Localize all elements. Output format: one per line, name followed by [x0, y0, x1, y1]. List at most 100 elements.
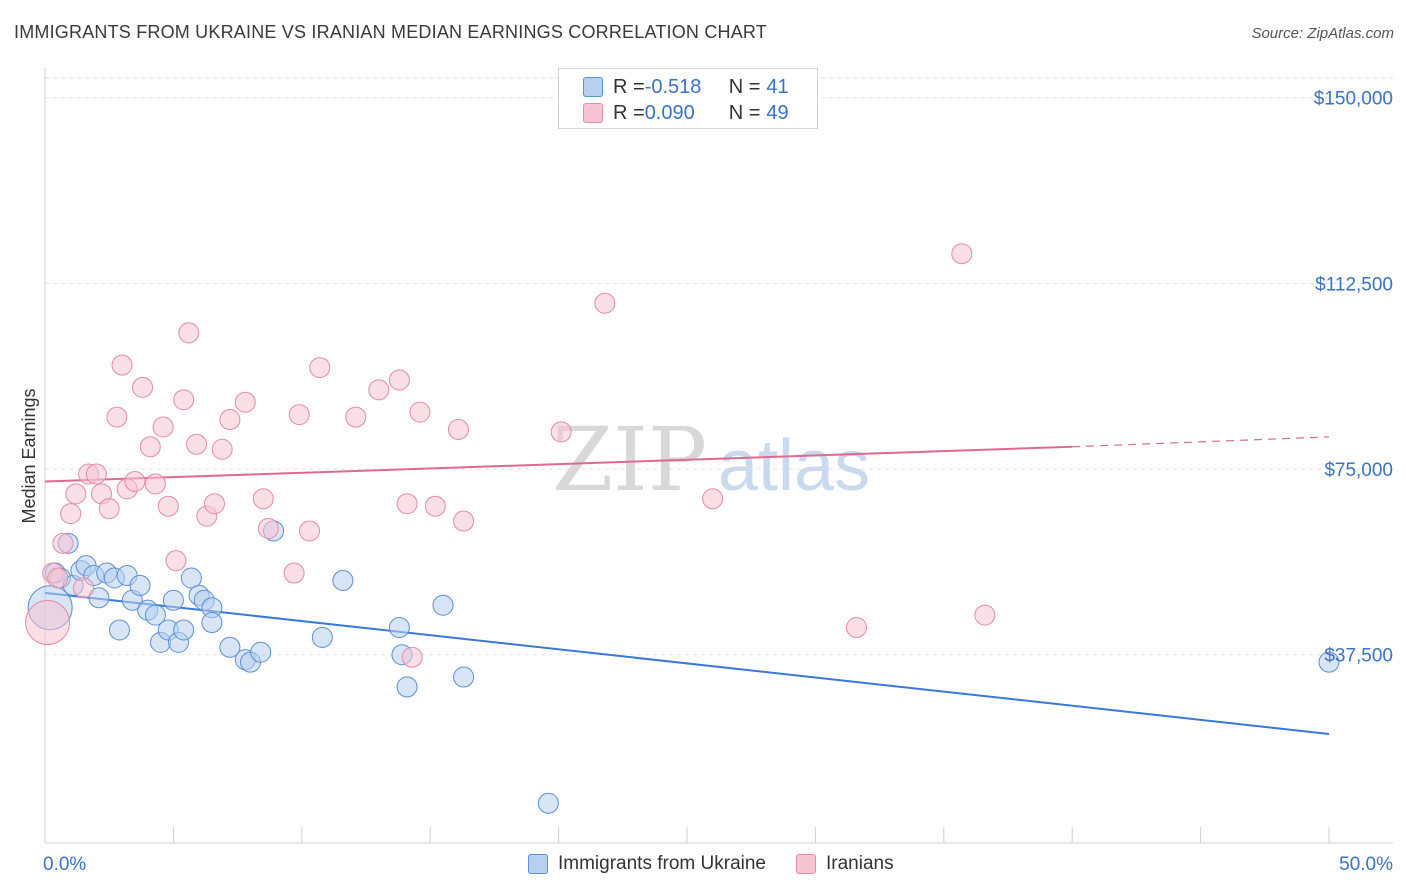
point-iranians [234, 391, 256, 413]
point-iranians [165, 550, 187, 572]
trend-line-iranians [44, 445, 1073, 483]
trend-line-ukraine [44, 591, 1330, 735]
legend-swatch-iranians [583, 103, 603, 123]
point-iranians [173, 389, 195, 411]
legend-r-value-iranians: 0.090 [644, 101, 695, 124]
series-legend-swatch-ukraine [528, 854, 548, 874]
point-iranians [60, 503, 82, 525]
point-iranians [845, 617, 867, 639]
point-iranians [424, 495, 446, 517]
data-points [25, 243, 1340, 814]
point-ukraine [201, 612, 223, 634]
point-iranians [309, 357, 331, 379]
point-ukraine [129, 574, 151, 596]
trend-lines [44, 436, 1330, 735]
point-iranians [203, 493, 225, 515]
series-legend-swatch-iranians [796, 854, 816, 874]
point-ukraine [388, 617, 410, 639]
grid-lines [45, 77, 1393, 656]
watermark-atlas: atlas [718, 426, 870, 506]
point-iranians [594, 292, 616, 314]
legend-r-value-ukraine: -0.518 [644, 75, 702, 98]
point-iranians [186, 433, 208, 455]
point-ukraine [396, 676, 418, 698]
legend-r-label-ukraine: R = [613, 75, 645, 98]
legend-r-label-iranians: R = [613, 101, 645, 124]
point-ukraine [332, 569, 354, 591]
y-axis-label: Median Earnings [19, 388, 39, 523]
point-iranians [951, 243, 973, 265]
series-legend-label-iranians: Iranians [826, 853, 894, 874]
series-legend-label-ukraine: Immigrants from Ukraine [558, 853, 766, 874]
point-ukraine [250, 641, 272, 663]
legend-n-label-iranians: N = [728, 101, 761, 124]
series-legend-iranians: Iranians [796, 853, 894, 875]
point-ukraine [173, 619, 195, 641]
legend-swatch-ukraine [583, 77, 603, 97]
chart-source: Source: ZipAtlas.com [1251, 25, 1394, 42]
trend-line-extension [1072, 436, 1330, 448]
point-iranians [152, 416, 174, 438]
point-ukraine [108, 619, 130, 641]
point-iranians [396, 493, 418, 515]
y-tick-label: $37,500 [1324, 646, 1393, 667]
legend-row-iranians: R = 0.090 N = 49 [583, 101, 789, 125]
point-iranians [111, 354, 133, 376]
point-ukraine [311, 626, 333, 648]
point-iranians [124, 470, 146, 492]
point-iranians [132, 376, 154, 398]
point-iranians [139, 436, 161, 458]
point-iranians [368, 379, 390, 401]
point-iranians [974, 604, 996, 626]
point-iranians [73, 577, 95, 599]
point-iranians [401, 646, 423, 668]
point-ukraine [1318, 651, 1340, 673]
point-ukraine [537, 792, 559, 814]
legend-row-ukraine: R = -0.518 N = 41 [583, 75, 789, 99]
legend-n-value-iranians: 49 [766, 101, 789, 124]
x-tick-label-max: 50.0% [1339, 854, 1393, 875]
chart-title: IMMIGRANTS FROM UKRAINE VS IRANIAN MEDIA… [14, 22, 768, 42]
y-tick-label: $112,500 [1315, 274, 1393, 295]
point-iranians [288, 404, 310, 426]
point-iranians [157, 495, 179, 517]
point-iranians [25, 600, 71, 646]
y-tick-label: $75,000 [1324, 460, 1393, 481]
series-legend-ukraine: Immigrants from Ukraine [528, 853, 766, 875]
point-iranians [106, 406, 128, 428]
legend-n-label-ukraine: N = [728, 75, 761, 98]
point-ukraine [162, 589, 184, 611]
axes [44, 68, 1393, 844]
legend: R = -0.518 N = 41 R = 0.090 N = 49 [558, 68, 818, 129]
point-iranians [257, 517, 279, 539]
series-legend: Immigrants from Ukraine Iranians [528, 851, 924, 877]
point-iranians [550, 421, 572, 443]
point-ukraine [88, 587, 110, 609]
point-iranians [252, 488, 274, 510]
legend-n-value-ukraine: 41 [766, 75, 789, 98]
point-iranians [219, 409, 241, 431]
point-ukraine [180, 567, 202, 589]
y-tick-labels: $150,000 $112,500 $75,000 $37,500 [1314, 89, 1393, 667]
point-ukraine [432, 594, 454, 616]
point-ukraine [219, 636, 241, 658]
point-iranians [98, 498, 120, 520]
point-iranians [211, 438, 233, 460]
x-tick-marks [44, 827, 1330, 843]
watermark: ZIP atlas [552, 408, 870, 511]
point-iranians [345, 406, 367, 428]
point-iranians [65, 483, 87, 505]
point-iranians [283, 562, 305, 584]
point-iranians [409, 401, 431, 423]
point-iranians [144, 473, 166, 495]
point-iranians [702, 488, 724, 510]
point-iranians [453, 510, 475, 532]
point-iranians [447, 418, 469, 440]
point-iranians [85, 463, 107, 485]
point-iranians [299, 520, 321, 542]
x-tick-label-min: 0.0% [43, 854, 86, 875]
point-iranians [178, 322, 200, 344]
point-ukraine [453, 666, 475, 688]
point-ukraine [144, 604, 166, 626]
